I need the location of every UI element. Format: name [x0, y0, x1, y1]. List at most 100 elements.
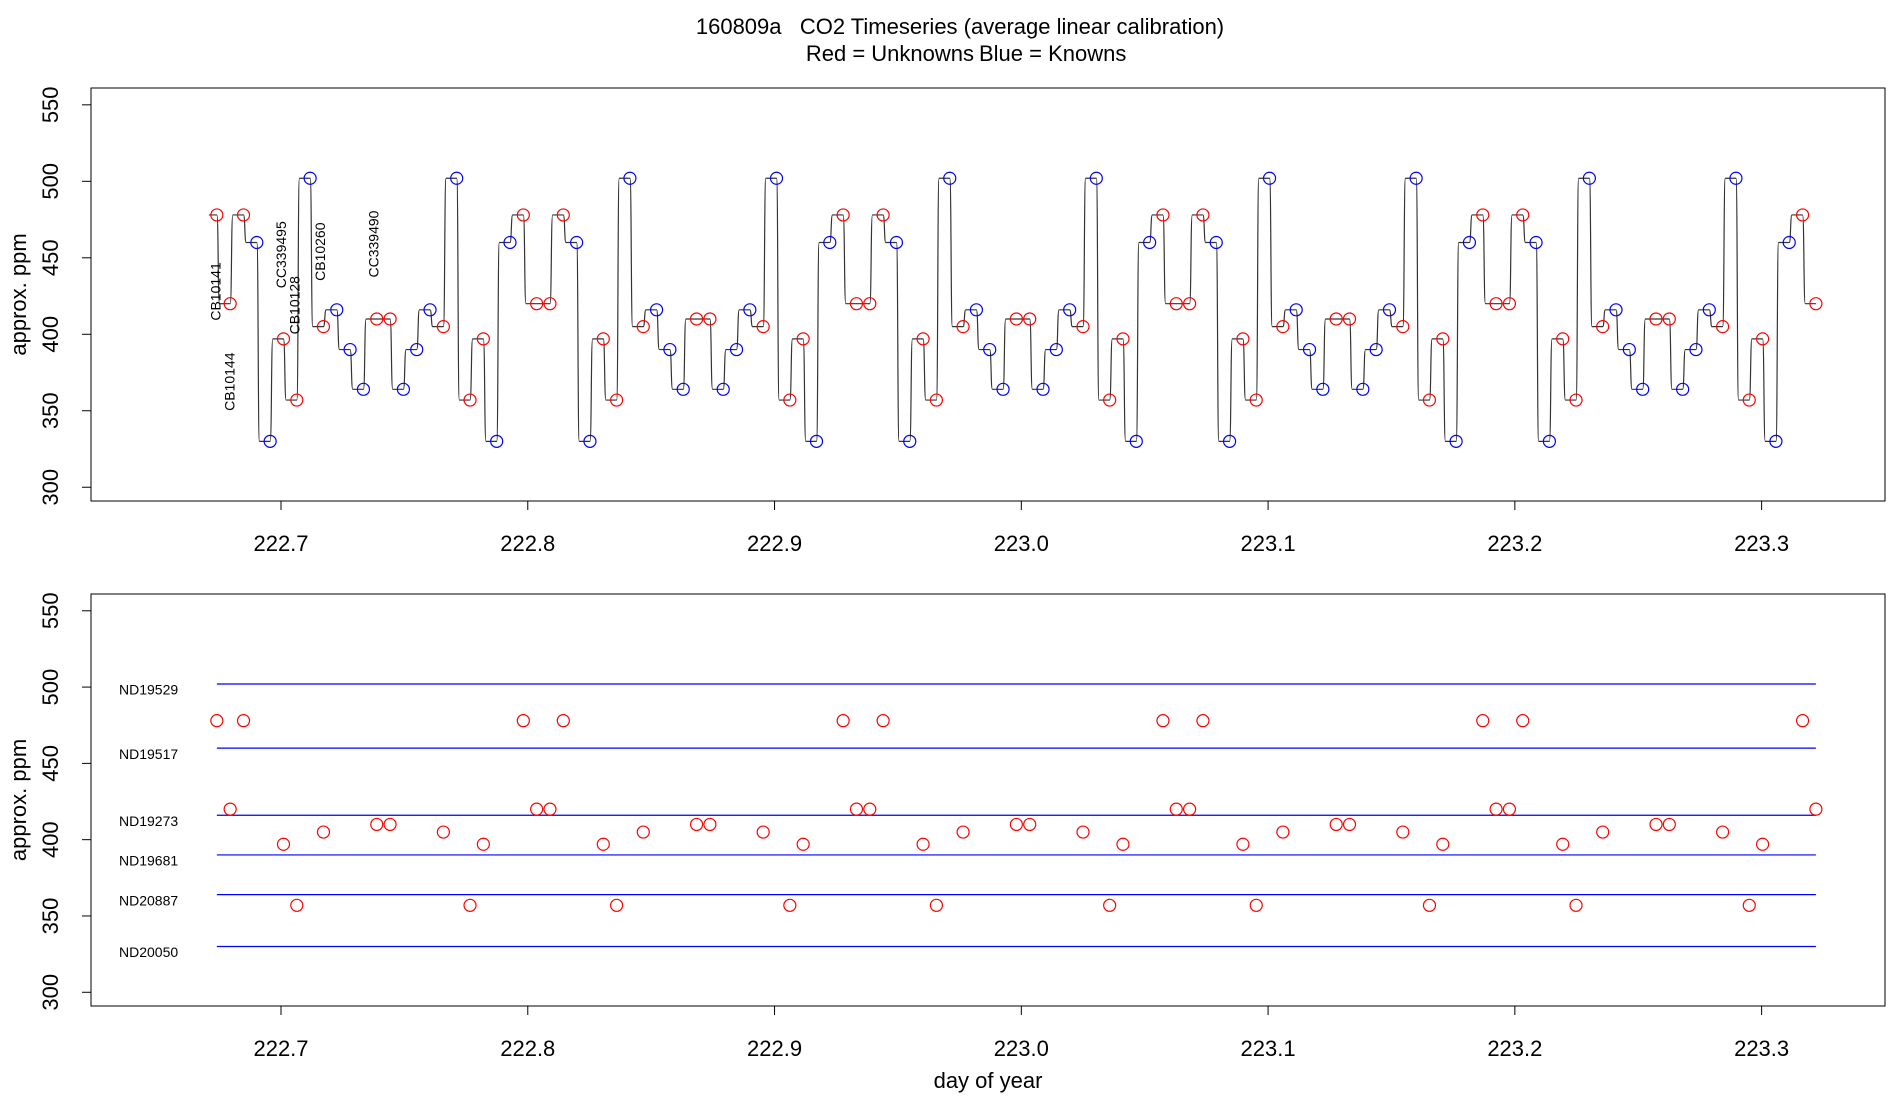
unknown-point [1809, 802, 1823, 816]
x-tick-label: 223.2 [1487, 1036, 1542, 1061]
y-tick-label: 400 [38, 316, 63, 353]
unknown-point [543, 802, 557, 816]
reference-label: ND19273 [119, 813, 178, 829]
unknown-point [1236, 837, 1250, 851]
sample-annotation: CB10128 [287, 276, 303, 335]
sample-point [1422, 393, 1437, 407]
sample-point [1782, 235, 1796, 250]
unknown-point [756, 825, 770, 839]
sample-point [1636, 382, 1650, 396]
sample-point [1236, 332, 1250, 346]
sample-point [943, 171, 957, 185]
sample-point [1556, 332, 1570, 346]
sample-point [1582, 171, 1596, 185]
sample-point [276, 332, 291, 346]
y-axis-label: approx. ppm [6, 233, 31, 355]
unknown-point [876, 714, 890, 728]
sample-point [436, 320, 450, 334]
x-tick-label: 223.0 [994, 531, 1049, 556]
sample-point [1476, 208, 1490, 222]
sample-point [1169, 297, 1183, 311]
unknown-point [1556, 837, 1570, 851]
x-tick-label: 222.8 [500, 1036, 555, 1061]
sample-point [1542, 434, 1556, 448]
sample-point [649, 303, 664, 317]
sample-point [1569, 393, 1583, 407]
y-tick-label: 300 [38, 469, 63, 506]
sample-annotation: CB10260 [312, 222, 328, 281]
unknown-point [210, 714, 224, 728]
unknown-point [1103, 898, 1117, 912]
unknown-point [703, 817, 717, 832]
sample-point [450, 171, 464, 185]
sample-point [809, 434, 824, 448]
x-tick-label: 222.9 [747, 1036, 802, 1061]
sample-point [370, 312, 384, 326]
sample-point [1209, 235, 1223, 250]
sample-point [1462, 235, 1477, 250]
sample-point [1249, 393, 1263, 407]
unknown-point [1795, 714, 1810, 728]
y-tick-label: 450 [38, 239, 63, 276]
y-axis-label: approx. ppm [6, 739, 31, 861]
sample-annotation: CC339495 [273, 221, 289, 288]
sample-point [543, 297, 557, 311]
y-tick-label: 500 [38, 669, 63, 706]
sample-point [1689, 342, 1703, 357]
sample-point [1023, 312, 1037, 326]
unknown-point [1489, 802, 1503, 816]
sample-point [1622, 342, 1636, 357]
sample-point [756, 320, 770, 334]
sample-point [1649, 312, 1663, 326]
sample-point [1489, 297, 1503, 311]
sample-point [729, 342, 744, 357]
x-tick-label: 223.3 [1734, 531, 1789, 556]
x-tick-label: 223.1 [1241, 1036, 1296, 1061]
sample-point [703, 312, 717, 326]
sample-point [463, 393, 477, 407]
sample-point [356, 382, 371, 396]
sample-point [1382, 303, 1397, 317]
x-tick-label: 223.1 [1241, 531, 1296, 556]
unknown-point [1196, 714, 1210, 728]
unknown-point [436, 825, 450, 839]
sample-point [969, 303, 984, 317]
subtitle-knowns: Blue = Knowns [979, 41, 1126, 66]
unknown-point [316, 825, 331, 839]
sample-point [1009, 312, 1023, 326]
sample-point [636, 320, 650, 334]
sample-point [303, 171, 317, 185]
reference-label: ND19529 [119, 682, 178, 698]
sample-annotation: CC339490 [365, 210, 381, 277]
sample-point [1356, 382, 1370, 396]
sample-point [1502, 297, 1517, 311]
unknown-point [689, 817, 704, 832]
sample-point [1063, 303, 1077, 317]
sample-point [863, 297, 877, 311]
x-tick-label: 223.0 [994, 1036, 1049, 1061]
sample-point [396, 382, 411, 396]
reference-label: ND20050 [119, 944, 178, 960]
sample-point [223, 297, 237, 311]
unknown-point [476, 837, 490, 851]
plot-frame [90, 593, 1886, 1007]
unknown-point [610, 898, 624, 912]
sample-point [423, 303, 437, 317]
x-axis-label: day of year [934, 1068, 1043, 1093]
sample-point [530, 297, 544, 311]
sample-point [556, 208, 570, 222]
sample-point [1769, 434, 1783, 448]
unknown-point [236, 714, 251, 728]
sample-point [1596, 320, 1610, 334]
unknown-point [1436, 837, 1450, 851]
x-tick-label: 222.7 [253, 1036, 308, 1061]
sample-point [1516, 208, 1530, 222]
sample-point [1809, 297, 1823, 311]
y-tick-label: 300 [38, 974, 63, 1011]
sample-point [623, 171, 637, 185]
sample-point [1103, 393, 1117, 407]
y-tick-label: 400 [38, 821, 63, 858]
sample-annotation: CB10141 [208, 262, 224, 321]
unknown-point [796, 837, 810, 851]
